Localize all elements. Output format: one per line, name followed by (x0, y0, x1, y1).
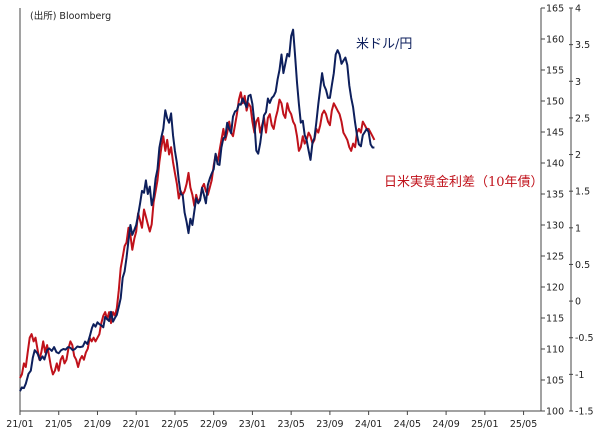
usd-axis-tick-label: 130 (546, 221, 564, 232)
x-tick-label: 24/09 (432, 419, 459, 430)
spread-axis-tick-label: -0.5 (575, 333, 594, 344)
x-tick-label: 23/09 (316, 419, 343, 430)
spread-axis-tick-label: 2 (575, 150, 581, 161)
right-axis-ticks: 100 105 110 115 120 125 130 135 140 145 150 155 160 1… (541, 4, 564, 418)
x-tick-label: 24/01 (355, 419, 382, 430)
x-tick-label: 24/05 (394, 419, 421, 430)
usd-axis-tick-label: 160 (546, 35, 564, 46)
usd-axis-tick-label: 125 (546, 252, 564, 263)
usd-axis-tick-label: 110 (546, 345, 564, 356)
spread-axis-tick-label: 3 (575, 77, 581, 88)
plot-frame (19, 8, 542, 412)
x-tick-label: 21/05 (45, 419, 72, 430)
x-tick-label: 23/05 (277, 419, 304, 430)
usd-axis-tick-label: 155 (546, 66, 564, 77)
x-tick-label: 22/09 (200, 419, 227, 430)
x-tick-label: 23/01 (239, 419, 266, 430)
series-line-real-rate-spread (19, 91, 376, 379)
usd-axis-tick-label: 145 (546, 128, 564, 139)
left-axis-ticks: -1.5 -1 -0.5 0 0.5 1 1.5 2 2.5 3 3.5 4 (569, 4, 594, 418)
x-tick-label: 21/09 (84, 419, 111, 430)
series-layer (19, 28, 376, 392)
x-tick-label: 21/01 (6, 419, 33, 430)
series-label-real-rate-spread: 日米実質金利差（10年債） (384, 174, 544, 190)
spread-axis-tick-label: 3.5 (575, 40, 590, 51)
spread-axis-tick-label: 2.5 (575, 113, 590, 124)
series-line-usdjpy (19, 28, 375, 392)
usd-axis-tick-label: 150 (546, 97, 564, 108)
usd-axis-tick-label: 120 (546, 283, 564, 294)
series-label-usdjpy: 米ドル/円 (356, 37, 412, 52)
x-tick-label: 25/01 (471, 419, 498, 430)
usd-axis-tick-label: 115 (546, 314, 564, 325)
spread-axis-tick-label: 1.5 (575, 187, 590, 198)
spread-axis-tick-label: 1 (575, 223, 581, 234)
usd-axis-tick-label: 135 (546, 190, 564, 201)
spread-axis-tick-label: -1.5 (575, 407, 594, 418)
usd-axis-tick-label: 140 (546, 159, 564, 170)
usd-axis-tick-label: 100 (546, 407, 564, 418)
spread-axis-tick-label: 0 (575, 297, 581, 308)
usd-axis-tick-label: 165 (546, 4, 564, 15)
spread-axis-tick-label: 4 (575, 4, 581, 15)
source-label: (出所) Bloomberg (30, 10, 111, 22)
usd-axis-tick-label: 105 (546, 376, 564, 387)
x-axis-ticks: 21/01 21/05 21/09 22/01 22/05 22/09 23/01 23/05… (6, 411, 537, 430)
x-tick-label: 25/05 (510, 419, 537, 430)
x-tick-label: 22/05 (161, 419, 188, 430)
x-tick-label: 22/01 (123, 419, 150, 430)
spread-axis-tick-label: -1 (575, 370, 584, 381)
spread-axis-tick-label: 0.5 (575, 260, 590, 271)
